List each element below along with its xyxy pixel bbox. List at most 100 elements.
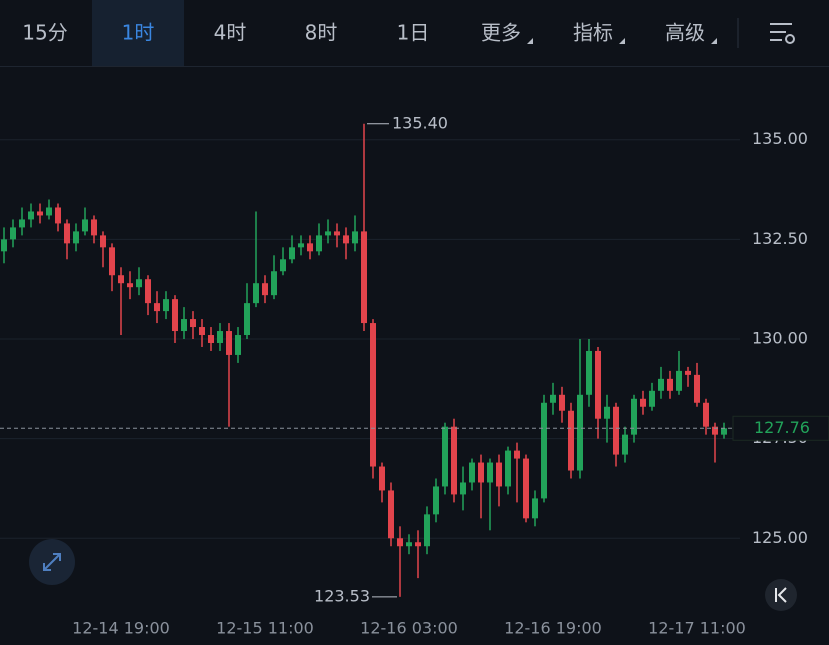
candle-body [541, 402, 547, 499]
tab[interactable]: 8时 [305, 21, 338, 45]
candle-body [244, 303, 250, 336]
price-tag [732, 415, 829, 441]
x-tick-label: 12-17 11:00 [648, 619, 746, 638]
tab[interactable]: 4时 [214, 21, 247, 45]
candle-body [505, 450, 511, 487]
candle-body [163, 299, 169, 312]
candle-body [658, 378, 664, 391]
candle-body [235, 335, 241, 355]
candle-body [667, 378, 673, 391]
candle-body [118, 275, 124, 284]
candle-body [685, 370, 691, 375]
candle-body [568, 410, 574, 471]
candle-body [172, 299, 178, 332]
candle-body [181, 319, 187, 332]
candle-body [433, 486, 439, 515]
candle-body [559, 394, 565, 411]
toolbar: 15分 1时 4时 8时 1日 更多 指标 高级 [0, 0, 829, 67]
active-tab-bg [92, 0, 184, 66]
expand-button[interactable] [29, 539, 75, 585]
candle-body [577, 394, 583, 471]
candle-body [307, 243, 313, 252]
candle-body [406, 542, 412, 547]
candle-body [28, 211, 34, 220]
tab[interactable]: 1日 [397, 21, 430, 45]
candle-body [631, 398, 637, 435]
candle-body [190, 319, 196, 328]
candle-body [298, 243, 304, 248]
candle-body [280, 259, 286, 272]
candle-body [55, 207, 61, 224]
candle-body [487, 462, 493, 483]
candle-body [253, 283, 259, 304]
dropdown-caret [619, 38, 625, 44]
candle-body [46, 207, 52, 216]
candle-body [532, 498, 538, 519]
candle-body [622, 434, 628, 455]
candle-body [550, 394, 556, 403]
candle-body [19, 219, 25, 228]
candle-body [424, 514, 430, 547]
tab[interactable]: 1时 [122, 21, 155, 45]
candle-body [469, 462, 475, 483]
candle-body [379, 466, 385, 491]
y-tick-label: 125.00 [752, 528, 808, 547]
y-tick-label: 130.00 [752, 329, 808, 348]
candle-body [262, 283, 268, 296]
candle-body [523, 458, 529, 519]
candle-body [199, 327, 205, 336]
candle-body [334, 231, 340, 236]
candle-body [127, 283, 133, 288]
candle-body [316, 235, 322, 252]
candle-body [721, 428, 727, 435]
candle-body [694, 374, 700, 403]
candle-body [37, 211, 43, 216]
candle-body [64, 223, 70, 244]
candle-body [91, 219, 97, 236]
y-tick-label: 135.00 [752, 129, 808, 148]
candle-body [352, 231, 358, 244]
candle-body [649, 390, 655, 407]
candle-body [217, 331, 223, 343]
y-tick-label: 132.50 [752, 229, 808, 248]
candle-body [640, 398, 646, 407]
candle-body [703, 402, 709, 427]
x-tick-label: 12-14 19:00 [72, 619, 170, 638]
candle-body [712, 426, 718, 435]
candle-body [613, 406, 619, 455]
settings-icon[interactable] [770, 23, 795, 44]
candle-body [10, 227, 16, 240]
candle-body [370, 323, 376, 467]
candle-body [1, 239, 7, 252]
candle-body [208, 335, 214, 343]
candle-body [586, 350, 592, 395]
candle-body [154, 303, 160, 312]
candle-body [478, 462, 484, 483]
candle-body [100, 235, 106, 248]
tab[interactable]: 更多 [481, 21, 521, 45]
candle-body [604, 406, 610, 419]
candle-body [415, 542, 421, 547]
scroll-latest-button[interactable] [765, 579, 797, 611]
candle-body [361, 231, 367, 324]
candle-body [226, 331, 232, 355]
tab[interactable]: 高级 [665, 21, 705, 45]
candle-body [388, 490, 394, 539]
tab[interactable]: 指标 [573, 21, 613, 45]
candle-body [73, 231, 79, 244]
candle-body [109, 247, 115, 276]
candle-body [514, 450, 520, 459]
candle-body [325, 231, 331, 236]
candle-body [451, 426, 457, 495]
max-label: 135.40 [392, 113, 448, 132]
candle-body [271, 271, 277, 296]
min-label: 123.53 [314, 586, 370, 605]
candle-body [82, 219, 88, 232]
tab[interactable]: 15分 [22, 21, 67, 45]
candle-body [343, 235, 349, 244]
x-tick-label: 12-15 11:00 [216, 619, 314, 638]
candle-body [397, 538, 403, 547]
